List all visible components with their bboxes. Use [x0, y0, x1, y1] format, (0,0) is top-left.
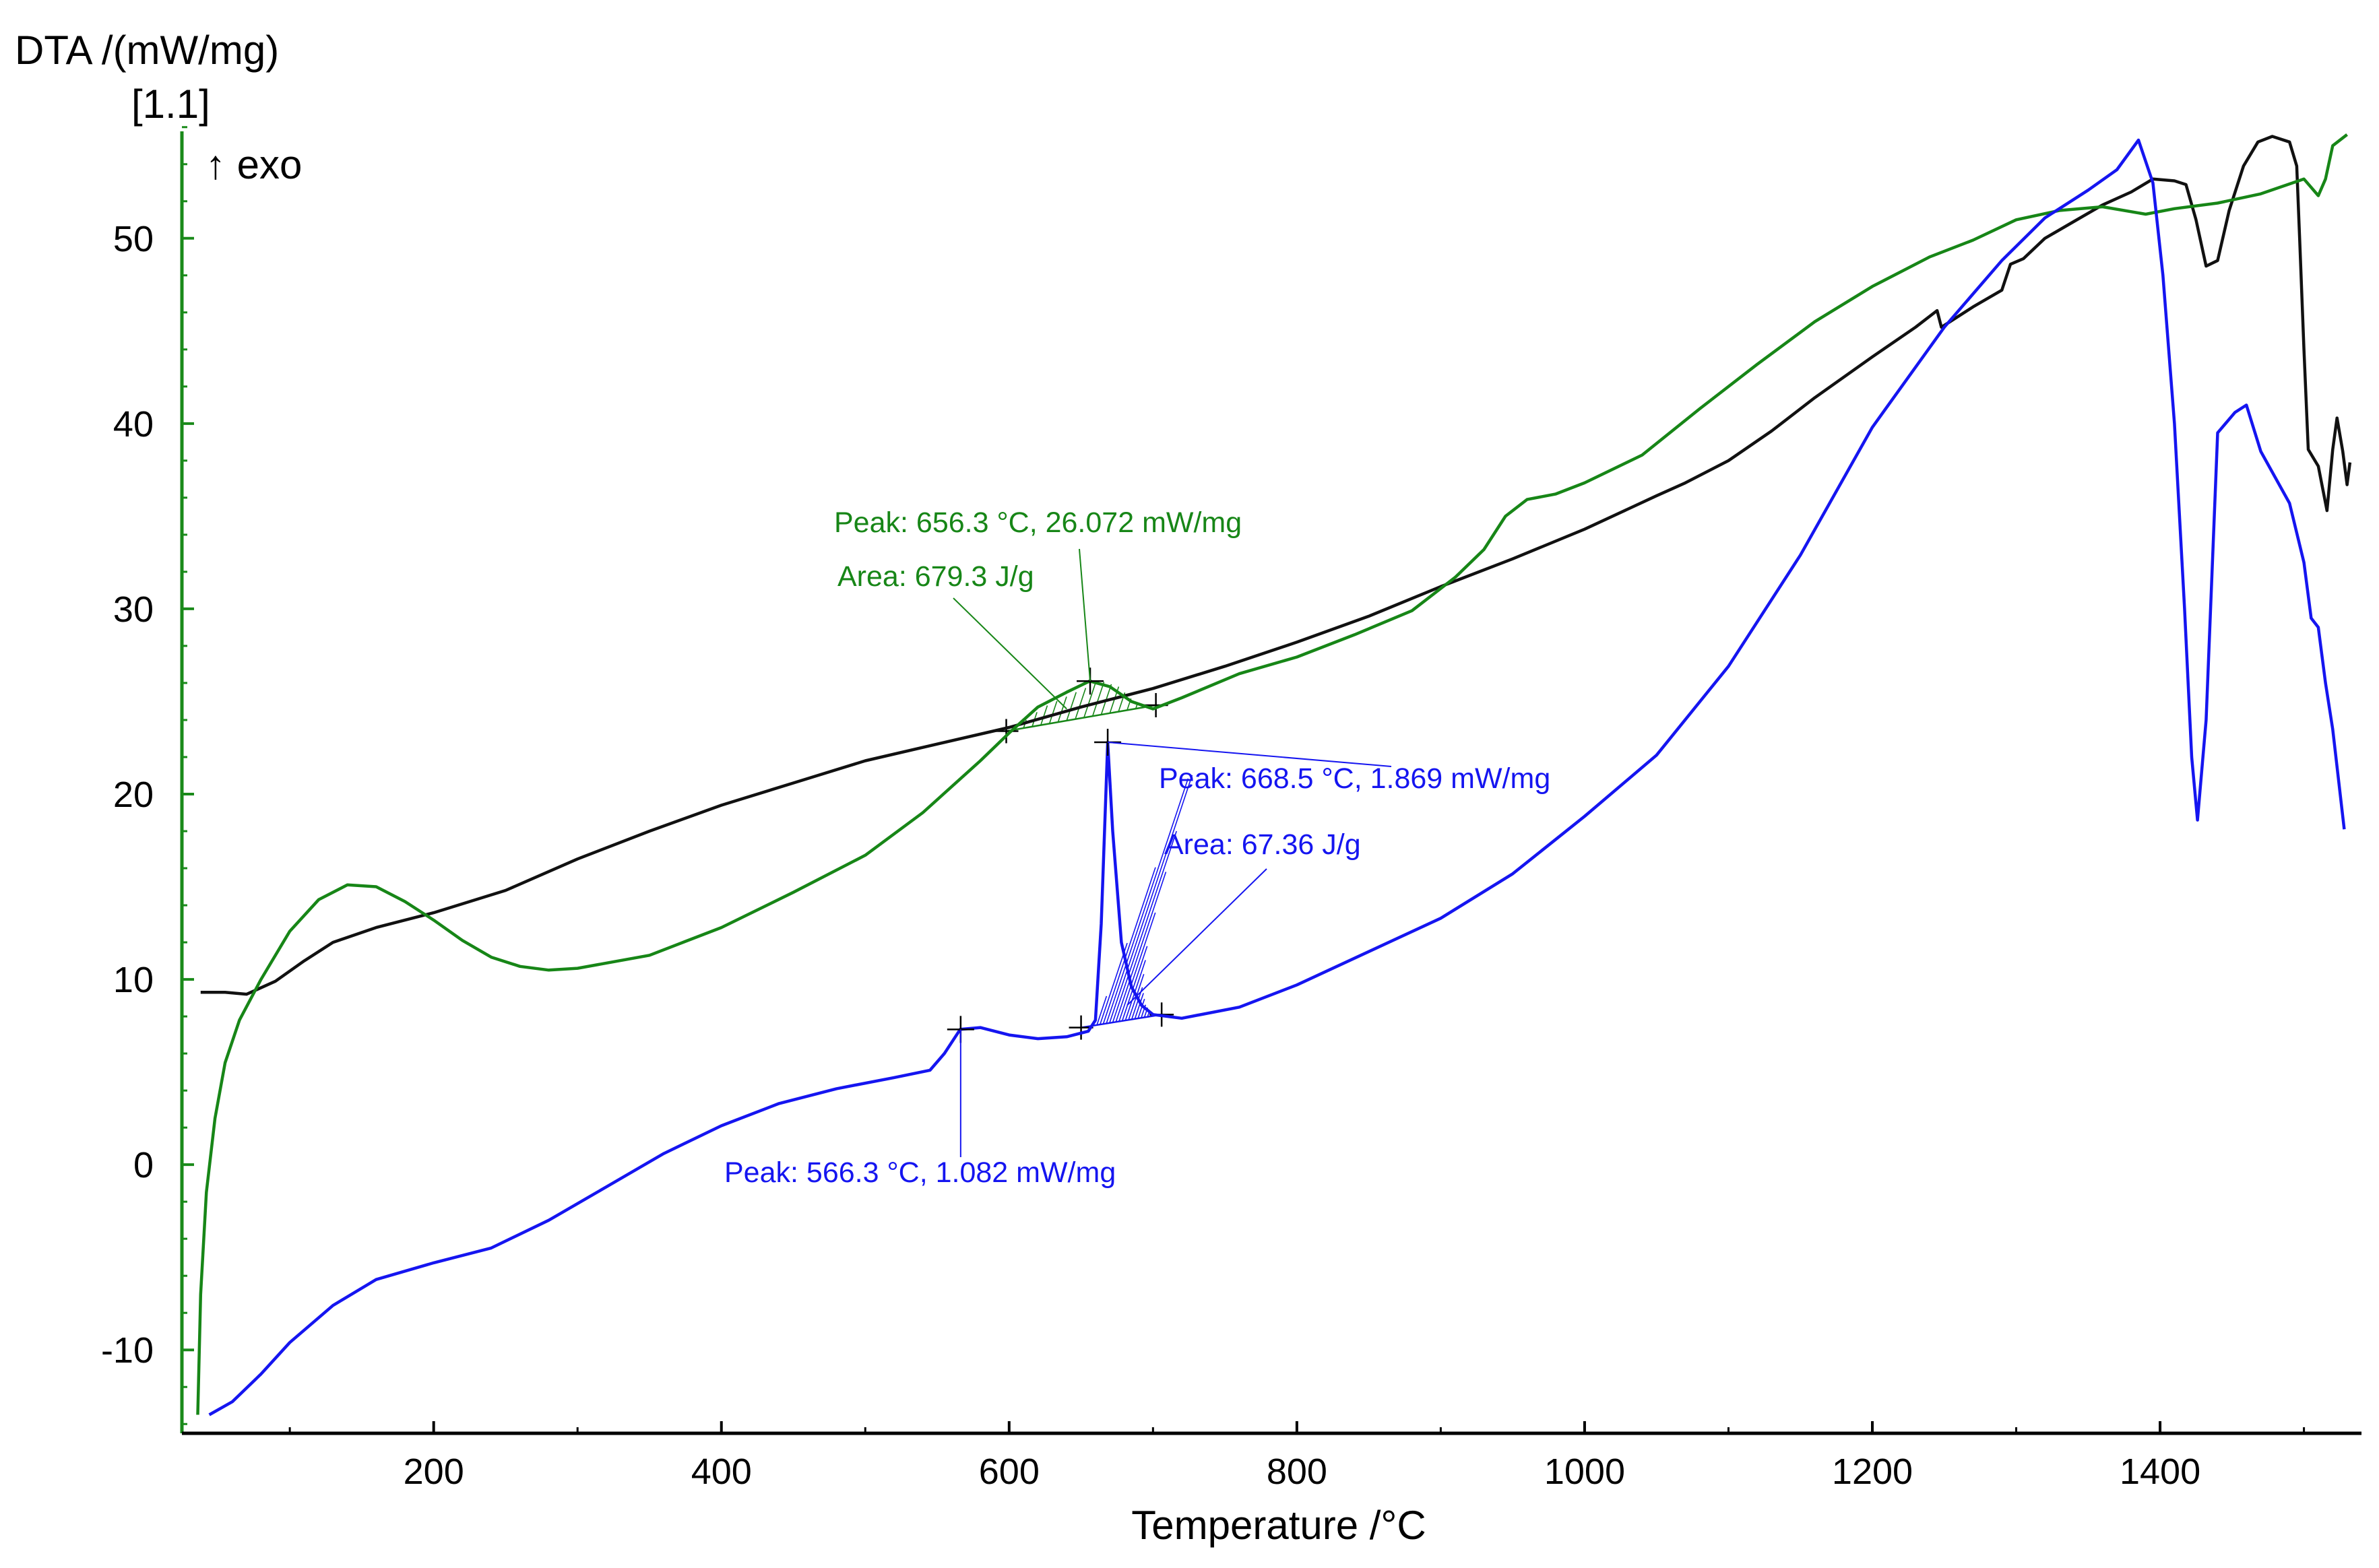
- peak-baseline: [1081, 1014, 1162, 1028]
- exo-marker: ↑ exo: [205, 142, 302, 187]
- peak-annotations: Peak: 656.3 °C, 26.072 mW/mg Area: 679.3 …: [724, 507, 1550, 1189]
- green-area-label: Area: 679.3 J/g: [837, 560, 1034, 593]
- x-tick-label: 800: [1267, 1451, 1327, 1492]
- axes: -10 0 10 20 30 40 50 200 400 600 800 1000 1200 1400: [101, 126, 2361, 1492]
- y-tick-label: 50: [113, 219, 154, 259]
- hatch-line: [1048, 700, 1058, 724]
- y-tick-label: -10: [101, 1330, 154, 1371]
- blue-peak-label: Peak: 668.5 °C, 1.869 mW/mg: [1159, 762, 1550, 795]
- x-tick-label: 600: [979, 1451, 1040, 1492]
- y-tick-label: 0: [133, 1145, 154, 1185]
- hatch-line: [1121, 946, 1148, 1022]
- series-line-green: [196, 133, 2348, 1415]
- series-line-blue: [208, 138, 2346, 1416]
- peak-baseline: [1006, 704, 1156, 732]
- data-series: [196, 133, 2352, 1416]
- hatch-line: [1118, 912, 1156, 1022]
- hatch-line: [1099, 942, 1128, 1025]
- blue-area-leader: [1127, 868, 1267, 1006]
- hatch-line: [1091, 682, 1105, 717]
- hatch-line: [1124, 960, 1146, 1021]
- hatch-line: [1134, 993, 1144, 1019]
- y-tick-label: 40: [113, 404, 154, 445]
- hatch-line: [1083, 684, 1096, 718]
- hatch-line: [1075, 688, 1087, 719]
- hatch-line: [1066, 692, 1077, 721]
- hatch-line: [1057, 696, 1067, 723]
- peak-area-hatching: [994, 682, 1193, 1040]
- hatch-line: [1112, 830, 1177, 1023]
- y-axis-label-index: [1.1]: [131, 81, 210, 127]
- x-tick-label: 200: [404, 1451, 464, 1492]
- green-peak-leader: [1079, 548, 1091, 682]
- x-tick-label: 1400: [2120, 1451, 2200, 1492]
- hatch-line: [1096, 995, 1108, 1026]
- hatch-line: [1109, 775, 1193, 1024]
- blue-peak-leader: [1107, 741, 1392, 767]
- x-axis-label: Temperature /°C: [1131, 1503, 1426, 1548]
- hatch-line: [1040, 705, 1048, 725]
- hatch-line: [1106, 778, 1189, 1024]
- y-tick-label: 20: [113, 775, 154, 815]
- x-tick-label: 1200: [1832, 1451, 1913, 1492]
- y-tick-label: 30: [113, 589, 154, 630]
- blue-area-label: Area: 67.36 J/g: [1164, 828, 1361, 861]
- hatch-line: [1115, 872, 1167, 1022]
- y-tick-label: 10: [113, 960, 154, 1000]
- blue-peak-2-label: Peak: 566.3 °C, 1.082 mW/mg: [724, 1156, 1116, 1189]
- green-peak-label: Peak: 656.3 °C, 26.072 mW/mg: [834, 507, 1242, 539]
- hatch-line: [1137, 998, 1145, 1019]
- y-axis-label: DTA /(mW/mg): [15, 28, 279, 73]
- hatch-line: [1102, 867, 1156, 1024]
- x-tick-label: 1000: [1544, 1451, 1625, 1492]
- series-line-black: [200, 135, 2352, 996]
- x-tick-label: 400: [691, 1451, 752, 1492]
- green-area-leader: [953, 597, 1067, 710]
